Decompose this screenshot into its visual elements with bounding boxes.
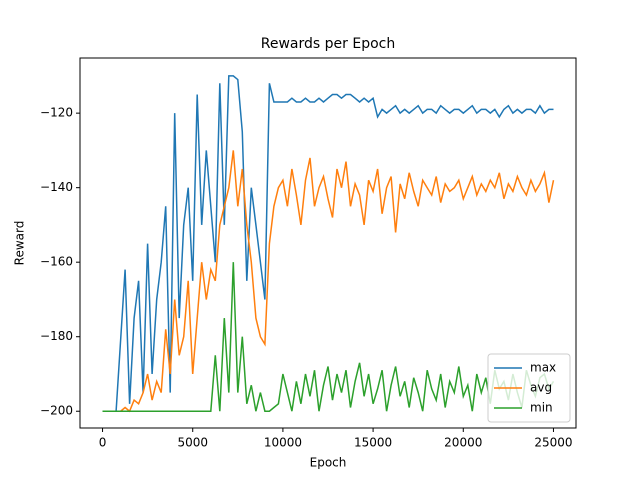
legend-label: max: [530, 361, 556, 375]
line: [102, 75, 554, 412]
legend-label: min: [530, 401, 553, 415]
x-tick-label: 10000: [264, 436, 302, 450]
axes-frame: [79, 57, 577, 429]
legend-label: avg: [530, 381, 552, 395]
x-tick-label: 5000: [177, 436, 208, 450]
x-tick-label: 25000: [534, 436, 572, 450]
x-tick-label: 20000: [444, 436, 482, 450]
line: [102, 150, 555, 413]
y-tick-label: −160: [40, 255, 73, 269]
legend-box: [487, 353, 571, 423]
line: [102, 262, 555, 412]
x-axis-label: Epoch: [310, 456, 347, 470]
chart-title: Rewards per Epoch: [261, 36, 395, 52]
y-tick-label: −180: [40, 329, 73, 343]
y-tick-label: −140: [40, 180, 73, 194]
y-tick-label: −200: [40, 404, 73, 418]
y-tick-label: −120: [40, 106, 73, 120]
y-axis-label: Reward: [13, 221, 27, 266]
x-tick-label: 0: [99, 436, 107, 450]
x-tick-label: 15000: [354, 436, 392, 450]
